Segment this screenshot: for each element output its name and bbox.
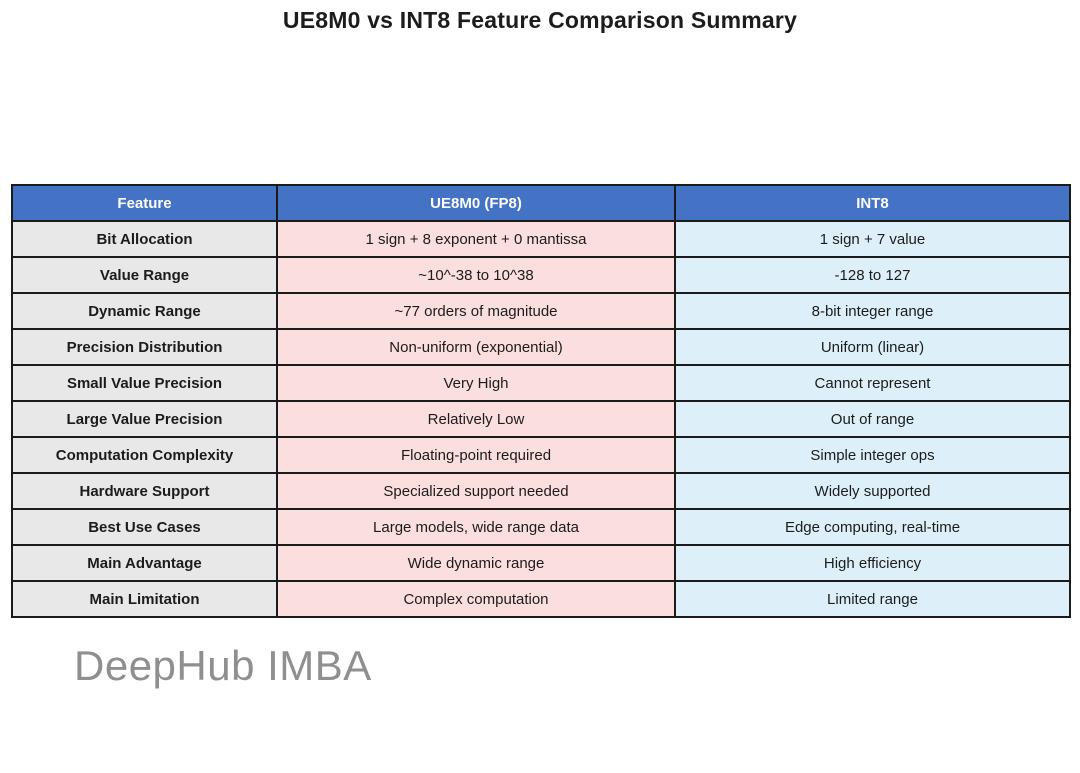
ue8m0-cell: Large models, wide range data bbox=[276, 508, 676, 546]
int8-cell: 1 sign + 7 value bbox=[674, 220, 1071, 258]
table-row: Large Value Precision Relatively Low Out… bbox=[11, 400, 1071, 438]
ue8m0-cell: Specialized support needed bbox=[276, 472, 676, 510]
table-row: Bit Allocation 1 sign + 8 exponent + 0 m… bbox=[11, 220, 1071, 258]
feature-cell: Precision Distribution bbox=[11, 328, 278, 366]
table-row: Best Use Cases Large models, wide range … bbox=[11, 508, 1071, 546]
int8-cell: 8-bit integer range bbox=[674, 292, 1071, 330]
feature-cell: Best Use Cases bbox=[11, 508, 278, 546]
feature-cell: Computation Complexity bbox=[11, 436, 278, 474]
int8-cell: -128 to 127 bbox=[674, 256, 1071, 294]
ue8m0-cell: Very High bbox=[276, 364, 676, 402]
int8-cell: Widely supported bbox=[674, 472, 1071, 510]
feature-cell: Main Advantage bbox=[11, 544, 278, 582]
feature-cell: Small Value Precision bbox=[11, 364, 278, 402]
table-row: Main Limitation Complex computation Limi… bbox=[11, 580, 1071, 618]
int8-cell: Simple integer ops bbox=[674, 436, 1071, 474]
feature-cell: Main Limitation bbox=[11, 580, 278, 618]
int8-cell: Cannot represent bbox=[674, 364, 1071, 402]
ue8m0-cell: Wide dynamic range bbox=[276, 544, 676, 582]
table-row: Dynamic Range ~77 orders of magnitude 8-… bbox=[11, 292, 1071, 330]
ue8m0-cell: Non-uniform (exponential) bbox=[276, 328, 676, 366]
feature-cell: Dynamic Range bbox=[11, 292, 278, 330]
feature-cell: Bit Allocation bbox=[11, 220, 278, 258]
ue8m0-cell: Relatively Low bbox=[276, 400, 676, 438]
column-header-ue8m0: UE8M0 (FP8) bbox=[276, 184, 676, 222]
int8-cell: Uniform (linear) bbox=[674, 328, 1071, 366]
column-header-feature: Feature bbox=[11, 184, 278, 222]
table-header-row: Feature UE8M0 (FP8) INT8 bbox=[11, 184, 1071, 222]
ue8m0-cell: Complex computation bbox=[276, 580, 676, 618]
table-row: Main Advantage Wide dynamic range High e… bbox=[11, 544, 1071, 582]
int8-cell: Limited range bbox=[674, 580, 1071, 618]
comparison-table: Feature UE8M0 (FP8) INT8 Bit Allocation … bbox=[11, 184, 1071, 618]
table-row: Precision Distribution Non-uniform (expo… bbox=[11, 328, 1071, 366]
int8-cell: High efficiency bbox=[674, 544, 1071, 582]
ue8m0-cell: 1 sign + 8 exponent + 0 mantissa bbox=[276, 220, 676, 258]
page-title: UE8M0 vs INT8 Feature Comparison Summary bbox=[282, 7, 798, 33]
watermark-logo: DeepHub IMBA bbox=[74, 642, 372, 689]
table-row: Value Range ~10^-38 to 10^38 -128 to 127 bbox=[11, 256, 1071, 294]
column-header-int8: INT8 bbox=[674, 184, 1071, 222]
feature-cell: Value Range bbox=[11, 256, 278, 294]
int8-cell: Out of range bbox=[674, 400, 1071, 438]
ue8m0-cell: ~77 orders of magnitude bbox=[276, 292, 676, 330]
ue8m0-cell: ~10^-38 to 10^38 bbox=[276, 256, 676, 294]
table-row: Small Value Precision Very High Cannot r… bbox=[11, 364, 1071, 402]
table-row: Hardware Support Specialized support nee… bbox=[11, 472, 1071, 510]
feature-cell: Large Value Precision bbox=[11, 400, 278, 438]
int8-cell: Edge computing, real-time bbox=[674, 508, 1071, 546]
ue8m0-cell: Floating-point required bbox=[276, 436, 676, 474]
table-row: Computation Complexity Floating-point re… bbox=[11, 436, 1071, 474]
feature-cell: Hardware Support bbox=[11, 472, 278, 510]
